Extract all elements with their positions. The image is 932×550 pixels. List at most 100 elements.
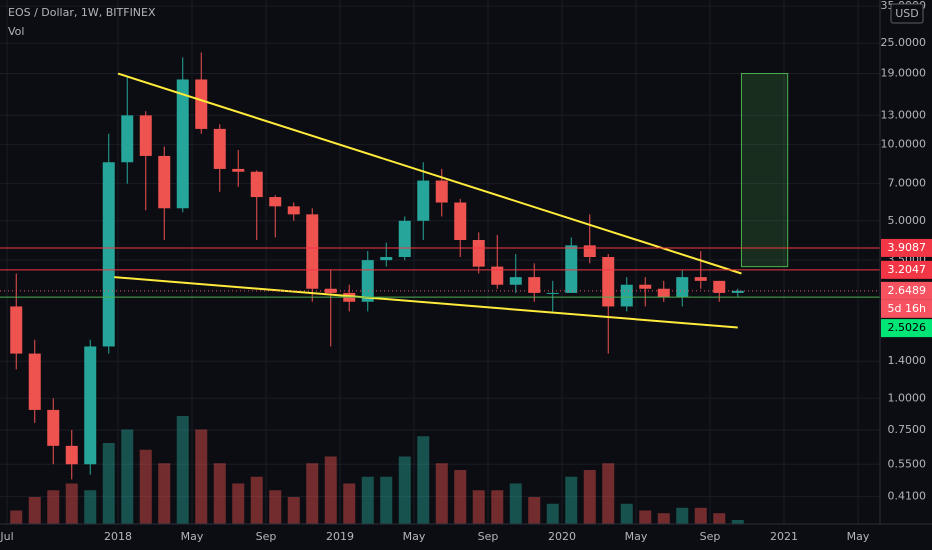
candle-body <box>84 346 97 465</box>
x-tick-label: May <box>403 530 426 543</box>
volume-bar <box>491 490 504 524</box>
price-label-box <box>881 260 932 279</box>
candle-body <box>620 284 633 307</box>
volume-label: Vol <box>8 25 24 38</box>
y-tick-label: 0.4100 <box>888 490 927 503</box>
candle-body <box>195 79 208 129</box>
volume-bar <box>509 483 522 524</box>
volume-bar <box>232 483 245 524</box>
candle-body <box>713 280 726 293</box>
volume-bar <box>398 456 411 524</box>
candle-body <box>380 257 393 261</box>
volume-bar <box>639 510 652 524</box>
volume-bar <box>139 449 152 524</box>
volume-bar <box>10 510 23 524</box>
candle-body <box>306 214 319 289</box>
volume-bar <box>565 476 578 524</box>
candle-body <box>417 180 430 221</box>
volume-bar <box>583 470 596 524</box>
y-tick-label: 5.0000 <box>888 214 927 227</box>
volume-bar <box>84 490 97 524</box>
x-tick-label: May <box>847 530 870 543</box>
candle-body <box>398 220 411 258</box>
volume-bar <box>176 416 189 524</box>
volume-bar <box>287 497 300 524</box>
volume-bar <box>676 507 689 524</box>
candle-body <box>509 277 522 285</box>
price-label-box <box>881 238 932 257</box>
candle-body <box>602 257 615 307</box>
x-tick-label: May <box>625 530 648 543</box>
volume-bar <box>121 429 134 524</box>
x-tick-label: Jul <box>0 530 14 543</box>
trendline <box>117 72 742 275</box>
candle-body <box>565 245 578 293</box>
volume-bar <box>250 476 263 524</box>
x-tick-label: Sep <box>478 530 499 543</box>
volume-bar <box>28 497 41 524</box>
candle-body <box>694 277 707 281</box>
volume-bar <box>324 456 337 524</box>
candle-body <box>65 445 78 465</box>
candle-body <box>232 168 245 172</box>
volume-bar <box>528 497 541 524</box>
volume-bar <box>731 519 744 524</box>
candle-body <box>472 240 485 267</box>
y-tick-label: 25.0000 <box>881 36 927 49</box>
volume-bar <box>546 503 559 524</box>
candle-body <box>121 115 134 163</box>
candle-body <box>491 266 504 285</box>
volume-bar <box>417 436 430 524</box>
x-tick-label: Sep <box>256 530 277 543</box>
candle-body <box>287 206 300 215</box>
trendline <box>114 276 738 329</box>
volume-bar <box>102 443 115 524</box>
x-tick-label: May <box>181 530 204 543</box>
currency-label[interactable]: USD <box>895 7 919 20</box>
candle-body <box>158 155 171 209</box>
currency-button[interactable] <box>890 3 924 24</box>
volume-bar <box>195 429 208 524</box>
y-tick-label: 10.0000 <box>881 137 927 150</box>
volume-bar <box>657 513 670 524</box>
candle-body <box>676 277 689 298</box>
drawings <box>0 72 880 329</box>
y-tick-label: 0.7500 <box>888 423 927 436</box>
target-box <box>740 73 789 268</box>
grid <box>0 0 880 524</box>
volume-layer <box>10 416 744 524</box>
candle-body <box>28 353 41 410</box>
volume-bar <box>213 463 226 524</box>
price-label-box <box>881 281 932 300</box>
x-tick-label: 2020 <box>548 530 576 543</box>
candle-body <box>324 288 337 293</box>
volume-bar <box>620 503 633 524</box>
y-tick-label: 13.0000 <box>881 108 927 121</box>
countdown-label: 5d 16h <box>888 302 926 315</box>
candle-body <box>639 284 652 289</box>
volume-bar <box>602 463 615 524</box>
candle-body <box>731 290 744 293</box>
x-tick-label: 2018 <box>104 530 132 543</box>
candle-body <box>102 162 115 347</box>
volume-bar <box>306 463 319 524</box>
price-label: 3.9087 <box>888 241 927 254</box>
volume-bar <box>47 490 60 524</box>
candle-body <box>361 260 374 302</box>
candle-body <box>583 245 596 258</box>
x-tick-label: Sep <box>700 530 721 543</box>
volume-bar <box>361 476 374 524</box>
price-label-box <box>881 319 932 338</box>
y-tick-label: 1.4000 <box>888 354 927 367</box>
price-labels: 3.9087 3.2047 2.5026 2.6489 5d 16h <box>881 238 932 338</box>
countdown-box <box>881 299 932 318</box>
candle-body <box>139 115 152 156</box>
y-tick-label: 7.0000 <box>888 177 927 190</box>
price-label: 3.2047 <box>888 263 927 276</box>
candle-body <box>435 180 448 203</box>
candle-body <box>10 306 23 354</box>
candle-body <box>528 277 541 293</box>
candle-body <box>269 197 282 207</box>
